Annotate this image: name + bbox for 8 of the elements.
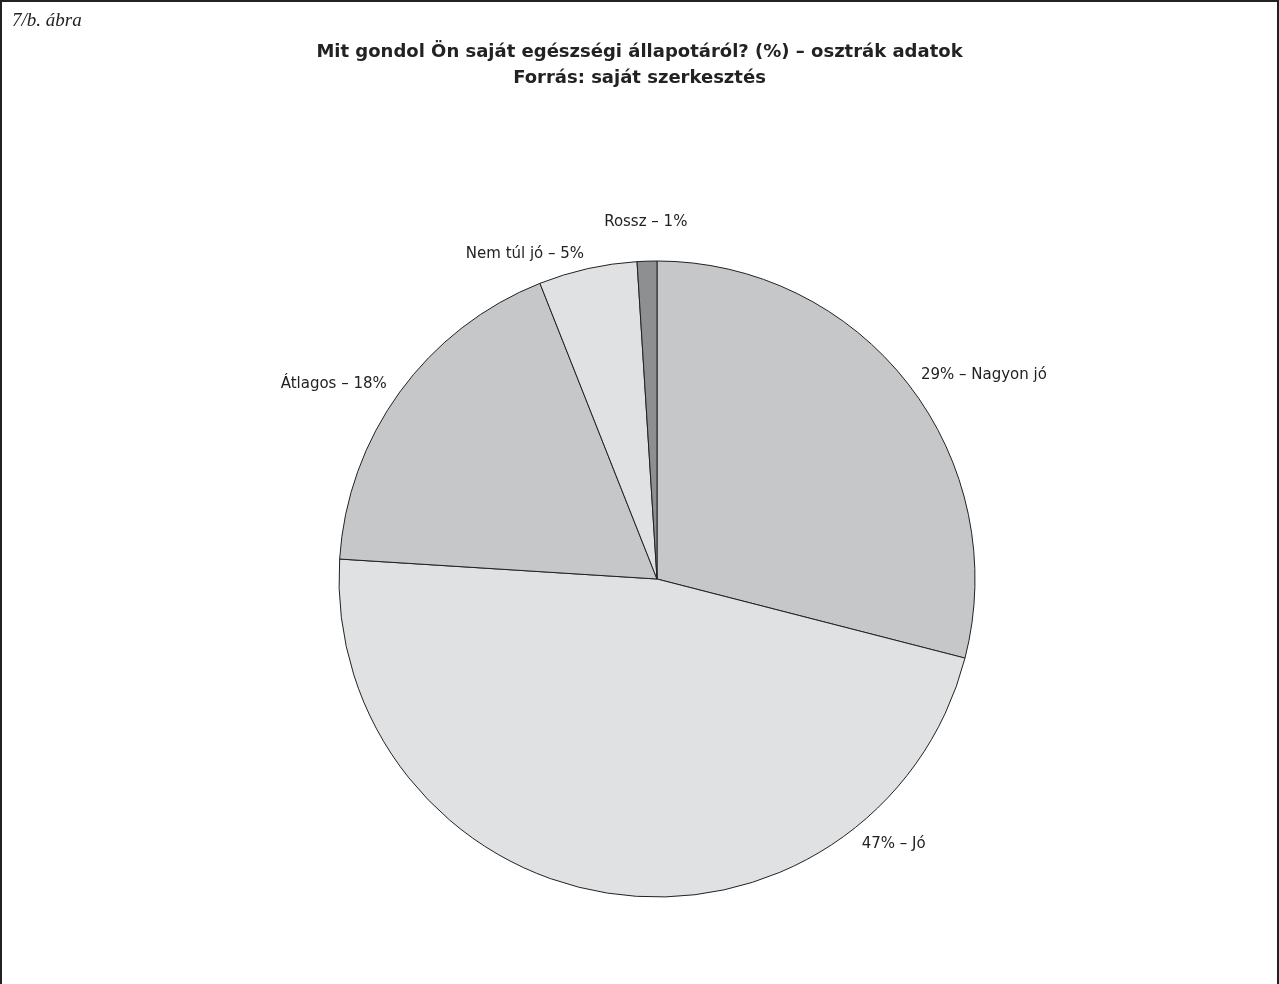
- chart-subtitle: Forrás: saját szerkesztés: [513, 65, 766, 87]
- slice-label: 29% – Nagyon jó: [920, 365, 1047, 384]
- slice-label: Átlagos – 18%: [280, 372, 387, 392]
- slice-label: Nem túl jó – 5%: [465, 244, 585, 263]
- chart-title: Mit gondol Ön saját egészségi állapotáról? (%) – osztrák adatok: [316, 39, 964, 61]
- slice-label: 47% – Jó: [861, 833, 926, 852]
- text: 7/b. ábra: [12, 9, 82, 30]
- slice-label: Rossz – 1%: [604, 212, 688, 231]
